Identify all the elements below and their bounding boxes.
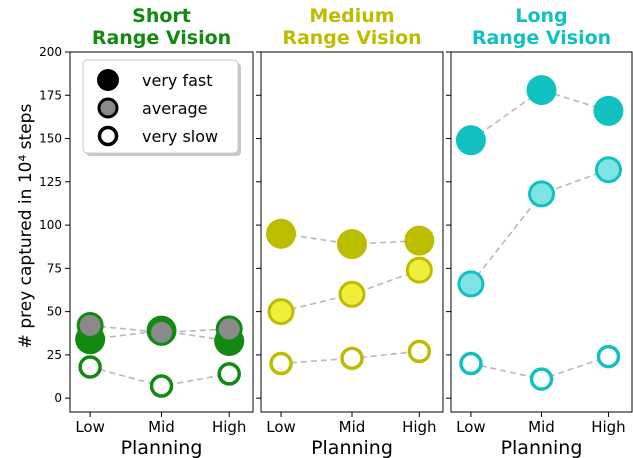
legend-box	[82, 59, 239, 154]
x-tick-label: Mid	[528, 418, 555, 436]
point-average	[528, 180, 555, 208]
point-very-slow	[217, 362, 241, 386]
point-very-slow	[78, 355, 102, 379]
x-tick-label: Mid	[339, 418, 366, 436]
panel-title-line1: Long	[515, 5, 567, 27]
y-tick-label: 200	[39, 45, 62, 59]
x-tick-label: Low	[75, 418, 105, 436]
y-axis-label: # prey captured in 10⁴ steps	[16, 104, 36, 349]
x-axis-label: Planning	[121, 437, 203, 458]
point-average	[148, 318, 175, 346]
y-tick-label: 50	[47, 305, 62, 319]
point-average	[215, 315, 243, 343]
legend-marker	[97, 69, 119, 91]
point-very-fast	[337, 229, 367, 260]
point-average	[267, 298, 295, 326]
y-tick-label: 125	[39, 175, 62, 189]
panel-title-line2: Range Vision	[282, 27, 421, 49]
series-line-very-fast	[470, 89, 609, 141]
point-average	[594, 156, 622, 184]
panel-title-line2: Range Vision	[472, 27, 611, 49]
point-average	[338, 280, 366, 308]
legend-marker	[97, 125, 119, 147]
panel-title-line2: Range Vision	[92, 27, 231, 49]
legend-label: very slow	[142, 127, 218, 146]
legend-label: very fast	[142, 71, 213, 90]
y-tick-label: 175	[39, 88, 62, 102]
x-tick-label: High	[402, 418, 436, 436]
panel-title-line1: Short	[132, 5, 191, 27]
point-very-slow	[407, 339, 432, 364]
x-tick-label: Mid	[148, 418, 175, 436]
x-tick-label: Low	[456, 418, 486, 436]
x-tick-label: High	[591, 418, 625, 436]
y-tick-label: 150	[39, 132, 62, 146]
point-very-fast	[266, 218, 297, 249]
point-average	[457, 270, 485, 298]
legend-marker	[97, 97, 119, 119]
point-very-slow	[529, 367, 554, 391]
point-very-slow	[149, 374, 174, 398]
point-very-fast	[593, 95, 624, 126]
legend-label: average	[142, 99, 208, 118]
point-very-slow	[596, 344, 621, 369]
point-very-fast	[455, 125, 486, 156]
x-axis-label: Planning	[311, 437, 393, 458]
point-very-fast	[404, 225, 435, 256]
x-tick-label: Low	[266, 418, 296, 436]
y-tick-label: 0	[54, 391, 62, 405]
y-tick-label: 100	[39, 218, 62, 232]
y-tick-label: 75	[47, 261, 62, 275]
panel-title-line1: Medium	[309, 5, 394, 27]
x-axis-label: Planning	[501, 437, 583, 458]
x-tick-label: High	[212, 418, 246, 436]
point-average	[405, 256, 433, 284]
point-very-slow	[269, 351, 293, 376]
legend: very fast average very slow	[82, 59, 241, 156]
point-average	[76, 311, 104, 339]
point-very-fast	[526, 75, 557, 106]
point-very-slow	[340, 346, 364, 371]
y-tick-label: 25	[47, 348, 62, 362]
point-very-slow	[459, 351, 483, 376]
